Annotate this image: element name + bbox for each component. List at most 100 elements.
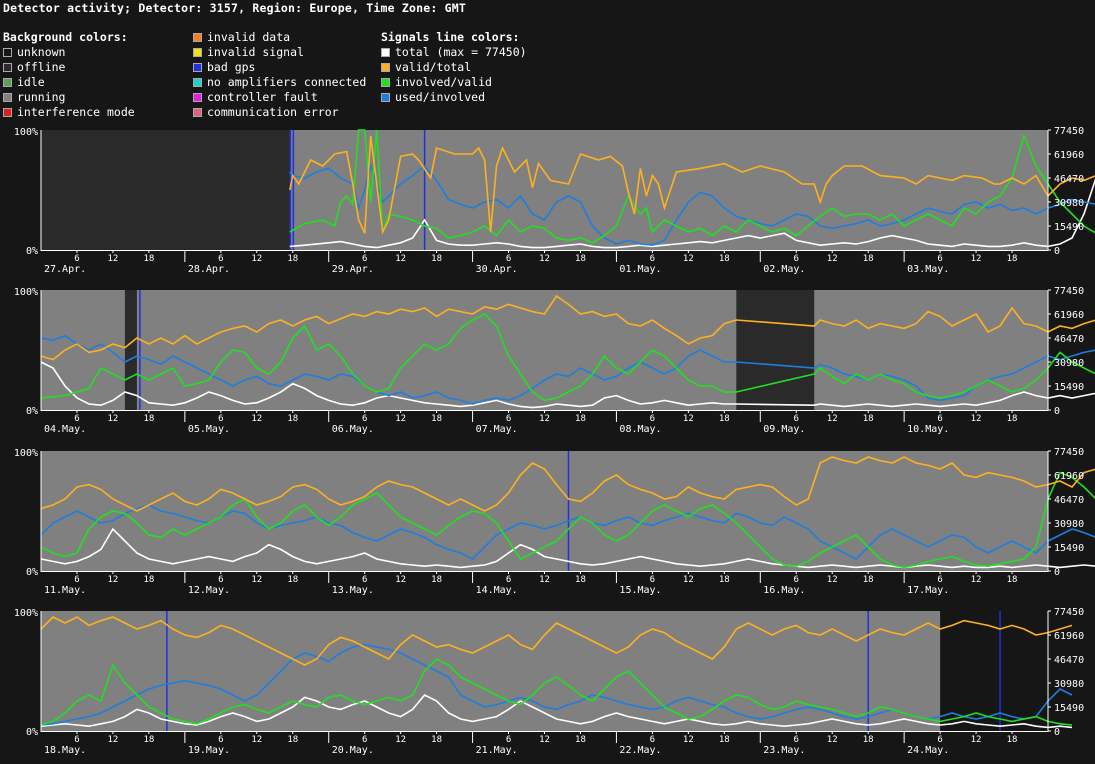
- day-label: 09.May.: [763, 424, 805, 435]
- color-swatch: [193, 78, 202, 87]
- y-right-tick-label: 46470: [1054, 174, 1084, 185]
- background-legend-label: offline: [17, 60, 66, 74]
- hour-label: 12: [539, 414, 550, 424]
- y-right-tick-label: 61960: [1054, 310, 1084, 321]
- total-series-line: [289, 178, 1095, 249]
- used-involved-series-line: [40, 504, 1095, 560]
- hour-label: 12: [683, 414, 694, 424]
- hour-label: 6: [74, 254, 79, 264]
- hour-label: 6: [506, 254, 511, 264]
- color-swatch: [381, 63, 390, 72]
- hour-label: 6: [74, 575, 79, 585]
- hour-label: 18: [1007, 735, 1018, 745]
- background-legend-item: idle: [3, 75, 135, 90]
- background-legend-col1: Background colors: unknown offline idle run…: [3, 30, 135, 120]
- y-right-tick-label: 46470: [1054, 334, 1084, 345]
- hour-label: 12: [683, 735, 694, 745]
- background-legend-label: running: [17, 90, 66, 104]
- background-legend-item: interference mode: [3, 105, 135, 120]
- color-swatch: [3, 48, 12, 57]
- color-swatch: [193, 48, 202, 57]
- chart-panel: 100%0%7745061960464703098015490027.Apr.6…: [14, 126, 1095, 275]
- y-right-tick-label: 30980: [1054, 358, 1084, 369]
- y-left-tick-label: 100%: [14, 287, 38, 298]
- valid-total-series-line: [40, 294, 1095, 361]
- background-legend-label: invalid data: [207, 30, 291, 44]
- hour-label: 18: [287, 254, 298, 264]
- hour-label: 18: [575, 254, 586, 264]
- hour-label: 12: [251, 575, 262, 585]
- color-swatch: [193, 93, 202, 102]
- background-legend-label: controller fault: [207, 90, 318, 104]
- valid-total-series-line: [40, 456, 1095, 512]
- page-title: Detector activity; Detector: 3157, Regio…: [3, 1, 467, 15]
- background-legend-label: invalid signal: [207, 45, 304, 59]
- y-right-tick-label: 77450: [1054, 126, 1084, 137]
- y-right-tick-label: 61960: [1054, 471, 1084, 482]
- background-legend-header: Background colors:: [3, 30, 128, 44]
- background-legend-item: bad gps: [193, 60, 366, 75]
- hour-label: 18: [143, 735, 154, 745]
- background-legend-item: offline: [3, 60, 135, 75]
- y-right-tick-label: 0: [1054, 727, 1060, 738]
- day-label: 18.May.: [44, 745, 86, 756]
- offline-background: [41, 130, 290, 250]
- y-right-tick-label: 0: [1054, 246, 1060, 257]
- signals-legend-item: used/involved: [381, 90, 527, 105]
- hour-label: 6: [362, 254, 367, 264]
- background-legend-label: bad gps: [207, 60, 256, 74]
- signals-legend-item: total (max = 77450): [381, 45, 527, 60]
- hour-label: 18: [287, 414, 298, 424]
- valid-total-series-line: [289, 135, 1095, 235]
- day-label: 29.Apr.: [332, 264, 374, 275]
- background-legend-item: invalid data: [193, 30, 366, 45]
- hour-label: 18: [719, 414, 730, 424]
- hour-label: 12: [251, 735, 262, 745]
- valid-total-series-line: [40, 616, 1073, 666]
- hour-label: 18: [143, 575, 154, 585]
- day-label: 07.May.: [476, 424, 518, 435]
- y-right-tick-label: 61960: [1054, 150, 1084, 161]
- hour-label: 18: [863, 254, 874, 264]
- hour-label: 6: [506, 414, 511, 424]
- background-legend-item: invalid signal: [193, 45, 366, 60]
- y-right-tick-label: 61960: [1054, 631, 1084, 642]
- color-swatch: [381, 78, 390, 87]
- day-label: 14.May.: [476, 585, 518, 596]
- hour-label: 12: [251, 414, 262, 424]
- hour-label: 18: [719, 735, 730, 745]
- hour-label: 6: [218, 414, 223, 424]
- involved-valid-series-line: [40, 658, 1073, 726]
- y-left-tick-label: 0%: [26, 246, 38, 257]
- background-legend-label: idle: [17, 75, 45, 89]
- hour-label: 6: [650, 254, 655, 264]
- used-involved-series-line: [289, 163, 1095, 247]
- background-legend-label: communication error: [207, 105, 339, 119]
- day-label: 04.May.: [44, 424, 86, 435]
- offline-background: [124, 290, 137, 410]
- day-label: 05.May.: [188, 424, 230, 435]
- signals-legend-label: involved/valid: [395, 75, 492, 89]
- hour-label: 6: [937, 254, 942, 264]
- y-left-tick-label: 100%: [14, 127, 38, 138]
- running-background: [41, 290, 1048, 410]
- y-left-tick-label: 0%: [26, 406, 38, 417]
- day-label: 28.Apr.: [188, 264, 230, 275]
- hour-label: 18: [1007, 575, 1018, 585]
- day-label: 12.May.: [188, 585, 230, 596]
- hour-label: 12: [827, 735, 838, 745]
- hour-label: 18: [575, 735, 586, 745]
- color-swatch: [381, 93, 390, 102]
- signals-legend-label: used/involved: [395, 90, 486, 104]
- hour-label: 6: [74, 735, 79, 745]
- hour-label: 6: [506, 735, 511, 745]
- hour-label: 6: [794, 254, 799, 264]
- hour-label: 6: [794, 735, 799, 745]
- hour-label: 12: [395, 414, 406, 424]
- color-swatch: [193, 33, 202, 42]
- color-swatch: [3, 78, 12, 87]
- signals-legend-item: involved/valid: [381, 75, 527, 90]
- total-series-line: [40, 361, 1095, 409]
- hour-label: 12: [108, 414, 119, 424]
- day-label: 17.May.: [907, 585, 949, 596]
